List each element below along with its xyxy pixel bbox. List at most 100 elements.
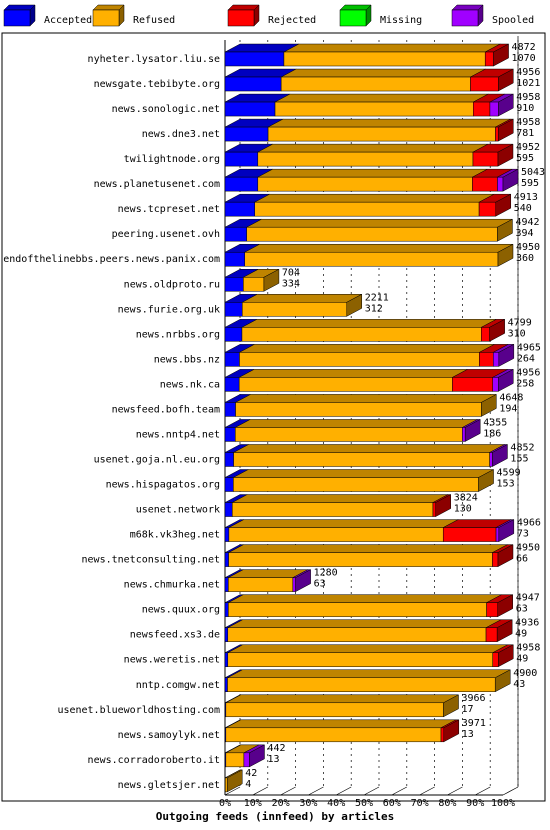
legend-swatch-front [3, 9, 31, 27]
bar-segment [254, 193, 495, 217]
x-tick-label: 40% [327, 798, 345, 809]
bar-segment [227, 644, 508, 667]
bar-segment [472, 168, 513, 192]
bar [440, 727, 445, 743]
bar [224, 327, 243, 342]
x-tick-label: 60% [383, 798, 401, 809]
bar-segment [224, 143, 273, 167]
bar [224, 677, 228, 692]
bar-segment [228, 569, 308, 592]
tick-mark [363, 786, 380, 796]
legend-swatch-top [3, 4, 36, 11]
bar [224, 527, 230, 542]
bar-segment [495, 118, 514, 142]
bar [292, 577, 296, 592]
tick-mark [419, 786, 435, 796]
bar-segment [472, 143, 514, 167]
y-tick-label: news.corradoroberto.it [88, 755, 220, 766]
bar-side [435, 494, 451, 517]
bar [224, 151, 259, 167]
bar [224, 552, 229, 567]
bar [227, 652, 493, 667]
tick-mark [475, 786, 491, 796]
bar-segment [283, 43, 501, 67]
bar-segment [267, 118, 511, 142]
y-tick-label: twilightnode.org [124, 154, 220, 165]
bar-top [267, 118, 511, 128]
bar [227, 627, 487, 642]
bar [239, 352, 480, 367]
value-label: 155 [510, 453, 528, 464]
value-label: 49 [515, 629, 527, 640]
value-label: 130 [454, 504, 472, 515]
bar-segment [244, 243, 514, 267]
legend-swatch-top [227, 4, 260, 11]
bar [462, 427, 466, 442]
bar-segment [225, 694, 459, 718]
legend-swatch-front [339, 9, 367, 27]
bar [257, 176, 473, 192]
value-label: 4852 [510, 442, 534, 453]
y-tick-label: news.nntp4.net [136, 429, 220, 440]
bar [489, 452, 493, 467]
bar [241, 327, 482, 342]
bar [484, 51, 494, 67]
bar-side [226, 769, 243, 793]
bar-segment [257, 143, 489, 167]
bar-segment [241, 293, 363, 317]
bar [235, 427, 463, 442]
bar [267, 126, 496, 142]
bar [228, 577, 294, 592]
bar-side [497, 594, 513, 618]
bar-segment [225, 769, 243, 793]
y-tick-label: news.gletsjer.net [118, 780, 220, 791]
bar-segment [257, 168, 488, 192]
y-tick-label: news.nrbbs.org [136, 329, 220, 340]
bar [224, 652, 229, 667]
bar-side [498, 343, 515, 367]
value-label: 4355 [483, 417, 507, 428]
bar [228, 552, 493, 567]
tick-mark [280, 786, 296, 796]
bar-side [481, 394, 497, 417]
y-tick-label: news.oldproto.ru [124, 279, 220, 290]
bar-segment [489, 444, 508, 467]
value-label: 1280 [314, 568, 338, 579]
y-tick-label: usenet.goja.nl.eu.org [94, 454, 220, 465]
bar [224, 352, 240, 367]
bar-top [242, 294, 362, 303]
bar [243, 752, 250, 768]
bar-top [274, 93, 489, 103]
legend-swatch-top [451, 4, 484, 11]
bar-top [228, 544, 508, 553]
bar-segment [243, 268, 280, 292]
bar [493, 352, 500, 367]
value-label: 49 [516, 654, 528, 665]
value-label: 4950 [516, 242, 540, 253]
bar [254, 201, 480, 217]
bar [228, 602, 487, 617]
bar-segment [485, 619, 513, 643]
bar-top [227, 619, 502, 628]
value-label: 63 [516, 604, 528, 615]
tick-mark [391, 786, 407, 796]
bar-segment [440, 719, 460, 743]
legend-swatch-front [451, 9, 479, 27]
value-label: 153 [497, 479, 515, 490]
bar [224, 602, 229, 617]
bar-segment [224, 269, 259, 292]
tick-mark [502, 786, 519, 796]
value-label: 66 [516, 554, 528, 565]
value-label: 194 [499, 403, 517, 414]
value-label: 5043 [521, 167, 545, 178]
bar [485, 627, 498, 642]
x-tick-label: 0% [219, 798, 231, 809]
bar-top [235, 419, 478, 428]
bar-segment [246, 218, 513, 242]
plot-frame [1, 32, 546, 802]
legend-label: Accepted [44, 15, 92, 26]
bar-top [228, 594, 502, 603]
bar [225, 702, 444, 718]
bar-top [239, 344, 495, 353]
